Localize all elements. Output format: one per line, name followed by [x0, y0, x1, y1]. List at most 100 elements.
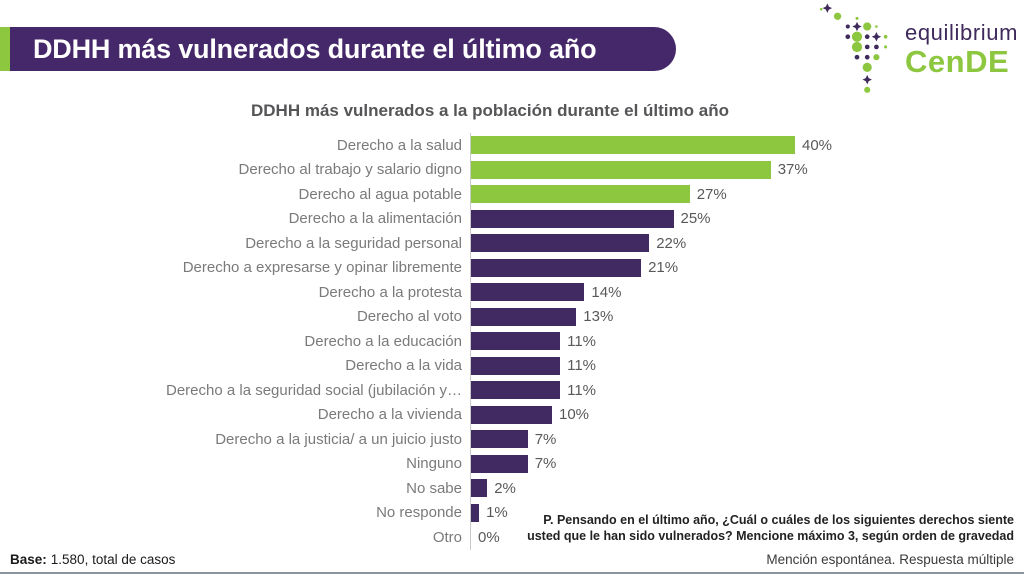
cende-logo: equilibrium CenDE [811, 2, 1018, 96]
value-label: 37% [777, 161, 808, 179]
bar [471, 283, 585, 302]
chart-row: Derecho al voto 13% [8, 304, 832, 329]
value-label: 22% [656, 234, 687, 252]
logo-brand-top: equilibrium [905, 19, 1018, 45]
chart-row: Derecho al agua potable 27% [8, 182, 832, 207]
bar [471, 160, 771, 179]
value-label: 1% [486, 504, 508, 522]
bar-track: 7% [470, 451, 557, 476]
bar [471, 209, 674, 228]
bar [471, 307, 577, 326]
bar [471, 381, 561, 400]
bar [471, 454, 528, 473]
bar [471, 356, 561, 375]
bar [471, 479, 488, 498]
chart-row: No sabe 2% [8, 476, 832, 501]
category-label: Derecho a la alimentación [288, 210, 462, 228]
logo-wordmark: equilibrium CenDE [905, 19, 1018, 80]
bar-track: 11% [470, 329, 596, 354]
bar [471, 405, 552, 424]
chart-row: Derecho a expresarse y opinar libremente… [8, 255, 832, 280]
chart-row: Derecho a la salud 40% [8, 133, 832, 158]
value-label: 11% [567, 357, 597, 375]
value-label: 10% [559, 406, 590, 424]
category-label: Derecho a la seguridad personal [245, 234, 462, 252]
value-label: 14% [591, 283, 622, 301]
bar [471, 430, 528, 449]
category-label: Derecho a la vida [345, 357, 462, 375]
question-note: P. Pensando en el último año, ¿Cuál o cu… [527, 513, 1014, 544]
question-note-line2: usted que le han sido vulnerados? Mencio… [527, 528, 1014, 543]
chart-row: Derecho al trabajo y salario digno 37% [8, 157, 832, 182]
category-label: No sabe [406, 479, 462, 497]
chart-row: Derecho a la vivienda 10% [8, 402, 832, 427]
bar [471, 136, 795, 155]
chart-row: Derecho a la seguridad personal 22% [8, 231, 832, 256]
logo-brand-bottom: CenDE [905, 44, 1010, 80]
bar-track: 10% [470, 402, 590, 427]
value-label: 13% [583, 308, 614, 326]
chart-row: Derecho a la vida 11% [8, 353, 832, 378]
category-label: Derecho a expresarse y opinar libremente [182, 259, 462, 277]
dotted-latin-america-map-icon [819, 3, 888, 93]
header-banner: DDHH más vulnerados durante el último añ… [0, 27, 676, 71]
chart-row: Derecho a la educación 11% [8, 329, 832, 354]
bar [471, 332, 561, 351]
value-label: 2% [494, 479, 516, 497]
chart-row: Ninguno 7% [8, 451, 832, 476]
bar-track: 7% [470, 427, 556, 452]
bar-track: 11% [470, 353, 597, 378]
bar-track: 14% [470, 280, 621, 305]
base-note: Base: 1.580, total de casos [10, 552, 175, 567]
chart-row: Derecho a la alimentación 25% [8, 206, 832, 231]
bar [471, 234, 650, 253]
chart-row: Otro 0% [8, 525, 832, 550]
banner-green-accent [0, 27, 10, 71]
value-label: 21% [648, 259, 679, 277]
category-label: Derecho a la justicia/ a un juicio justo [215, 430, 462, 448]
chart-row: Derecho a la justicia/ a un juicio justo… [8, 427, 832, 452]
bar-track: 0% [470, 525, 500, 550]
category-label: Derecho al voto [356, 308, 462, 326]
bar-track: 21% [470, 255, 679, 280]
chart-rows: Derecho a la salud 40% Derecho al trabajo … [8, 133, 832, 550]
value-label: 11% [567, 332, 597, 350]
bar-track: 13% [470, 304, 614, 329]
category-label: No responde [376, 504, 462, 522]
category-label: Derecho a la seguridad social (jubilació… [166, 381, 462, 399]
bar-track: 37% [470, 157, 808, 182]
category-label: Derecho a la salud [336, 136, 462, 154]
category-label: Otro [432, 528, 462, 546]
slide-title: DDHH más vulnerados durante el último añ… [33, 33, 597, 64]
value-label: 27% [696, 185, 727, 203]
value-label: 11% [567, 381, 597, 399]
bar-track: 25% [470, 206, 711, 231]
value-label: 7% [534, 455, 557, 473]
bar-track: 22% [470, 231, 686, 256]
category-label: Derecho a la vivienda [317, 406, 462, 424]
chart-title: DDHH más vulnerados a la población duran… [251, 101, 729, 120]
category-label: Derecho a la protesta [318, 283, 462, 301]
bar-track: 1% [470, 500, 508, 525]
bar-track: 40% [470, 133, 832, 158]
method-note: Mención espontánea. Respuesta múltiple [766, 552, 1014, 567]
chart-row: No responde 1% [8, 500, 832, 525]
value-label: 40% [802, 136, 833, 154]
category-label: Ninguno [406, 455, 462, 473]
value-label: 7% [534, 430, 557, 448]
bar [471, 258, 642, 277]
category-label: Derecho al agua potable [298, 185, 462, 203]
bar-track: 2% [470, 476, 516, 501]
value-label: 25% [680, 210, 711, 228]
category-label: Derecho al trabajo y salario digno [238, 161, 462, 179]
bar [471, 185, 690, 204]
bar-track: 11% [470, 378, 596, 403]
value-label: 0% [478, 528, 500, 546]
bar-track: 27% [470, 182, 727, 207]
base-text: 1.580, total de casos [50, 552, 176, 567]
chart-row: Derecho a la protesta 14% [8, 280, 832, 305]
chart-row: Derecho a la seguridad social (jubilació… [8, 378, 832, 403]
bar [471, 503, 480, 522]
base-label: Base: [10, 552, 47, 567]
bottom-divider [0, 572, 1024, 574]
